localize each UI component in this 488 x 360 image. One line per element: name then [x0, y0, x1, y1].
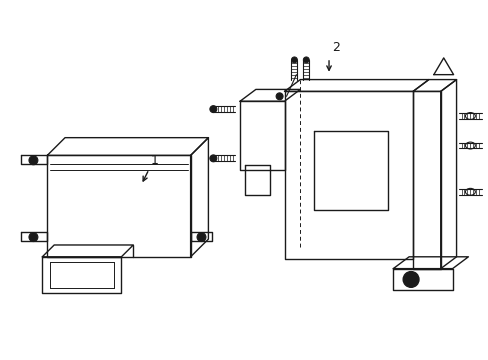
Circle shape: [209, 106, 216, 113]
Circle shape: [29, 156, 38, 165]
Text: 1: 1: [151, 154, 159, 167]
Circle shape: [209, 155, 216, 162]
Text: 2: 2: [331, 41, 339, 54]
Circle shape: [402, 271, 418, 287]
Circle shape: [197, 233, 205, 242]
Circle shape: [276, 93, 283, 100]
Circle shape: [291, 57, 297, 63]
Circle shape: [303, 57, 308, 63]
Circle shape: [29, 233, 38, 242]
